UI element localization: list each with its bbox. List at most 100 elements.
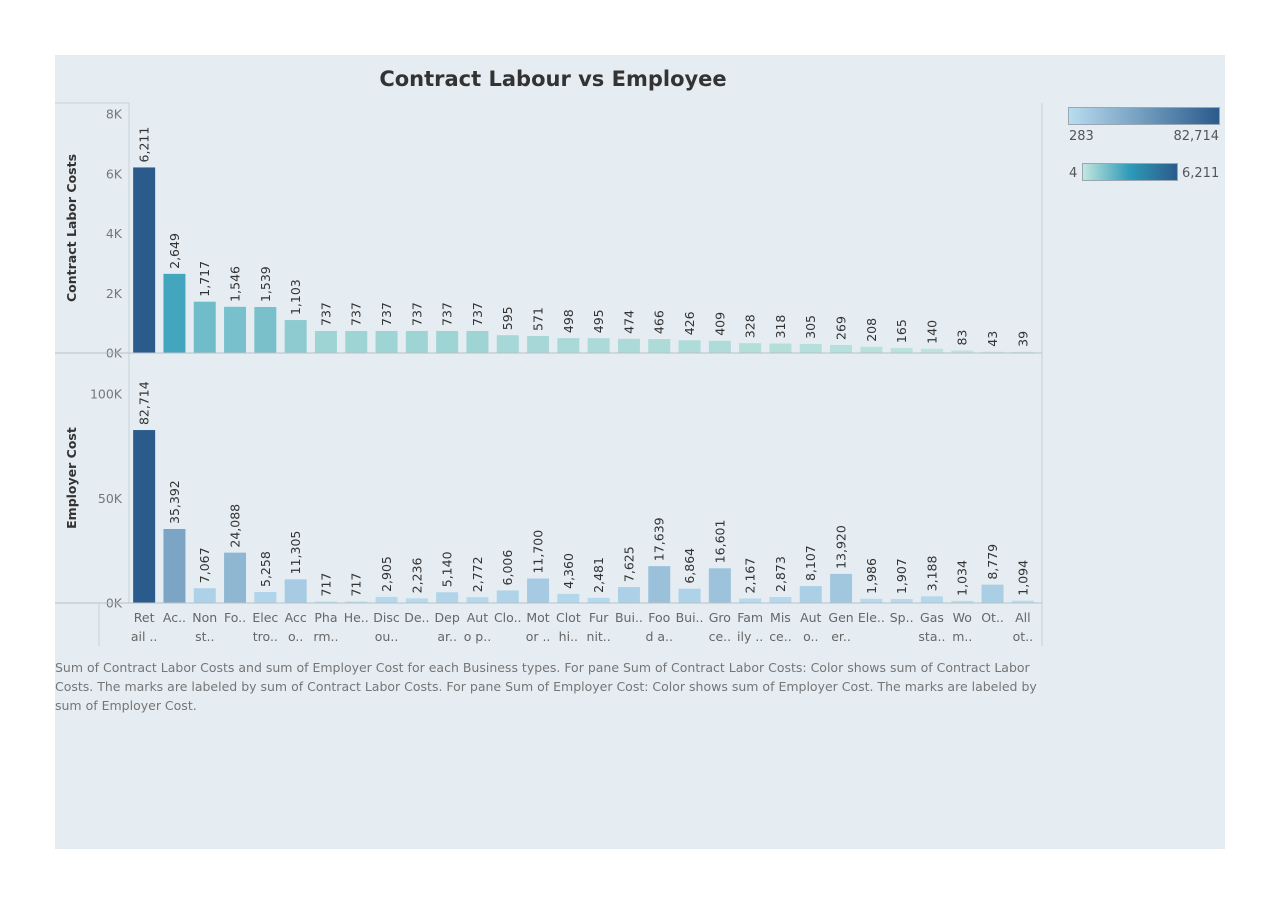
category-label: Gas: [920, 610, 944, 625]
employer-bar: [284, 579, 307, 603]
employer-data-label: 8,107: [803, 545, 818, 581]
contract-data-label: 1,546: [228, 266, 243, 302]
contract-y-axis-title: Contract Labor Costs: [64, 154, 79, 302]
contract-data-label: 737: [470, 302, 485, 326]
contract-bar: [527, 335, 550, 353]
contract-data-label: 498: [561, 309, 576, 333]
employer-bar: [375, 596, 398, 603]
category-label: Ac..: [163, 610, 186, 625]
contract-bar: [708, 340, 731, 353]
contract-bar: [739, 343, 762, 353]
contract-data-label: 208: [864, 318, 879, 342]
contract-bar: [284, 320, 307, 353]
category-label: Mis: [770, 610, 791, 625]
contract-data-label: 595: [500, 306, 515, 330]
contract-y-tick-label: 6K: [106, 166, 123, 181]
contract-bar: [769, 343, 792, 353]
category-label-line2: ily ..: [737, 629, 763, 644]
dashboard: [55, 55, 1225, 849]
employer-bar: [193, 588, 216, 603]
employer-bar: [557, 593, 580, 603]
category-label: Bui..: [676, 610, 704, 625]
category-label-line2: or ..: [526, 629, 551, 644]
employer-data-label: 16,601: [712, 520, 727, 564]
employer-legend-max-label: 82,714: [1173, 129, 1220, 144]
contract-data-label: 466: [652, 310, 667, 334]
contract-data-label: 43: [985, 331, 1000, 347]
employer-data-label: 7,625: [621, 546, 636, 582]
employer-data-label: 17,639: [652, 517, 667, 561]
contract-bar: [920, 348, 943, 353]
contract-bar: [1011, 351, 1034, 353]
employer-bar: [920, 596, 943, 603]
contract-data-label: 737: [379, 302, 394, 326]
category-label-line2: er..: [831, 629, 851, 644]
category-label-line2: st..: [195, 629, 214, 644]
category-label: Elec: [252, 610, 278, 625]
employer-data-label: 717: [318, 573, 333, 597]
contract-data-label: 737: [409, 302, 424, 326]
contract-data-label: 571: [531, 307, 546, 331]
employer-bar: [890, 599, 913, 603]
category-label-line2: sta..: [918, 629, 945, 644]
employer-cost-color-legend: [1068, 107, 1220, 125]
contract-data-label: 140: [924, 320, 939, 344]
employer-data-label: 2,905: [379, 556, 394, 592]
contract-bar: [890, 348, 913, 353]
employer-y-axis-title: Employer Cost: [64, 427, 79, 529]
employer-bar: [648, 566, 671, 603]
employer-bar: [1011, 600, 1034, 603]
employer-bar: [496, 590, 519, 603]
category-label-line2: m..: [952, 629, 972, 644]
category-label-line2: ou..: [375, 629, 399, 644]
employer-bar: [739, 598, 762, 603]
employer-y-tick-label: 100K: [90, 386, 123, 401]
employer-bar: [254, 592, 277, 603]
employer-data-label: 24,088: [228, 504, 243, 548]
category-label-line2: nit..: [587, 629, 611, 644]
employer-bar: [405, 598, 428, 603]
contract-bar: [133, 167, 156, 353]
employer-bar: [133, 430, 156, 603]
contract-data-label: 409: [712, 312, 727, 336]
employer-data-label: 1,986: [864, 558, 879, 594]
contract-bar: [254, 307, 277, 353]
employer-data-label: 2,772: [470, 556, 485, 592]
contract-data-label: 1,717: [197, 261, 212, 297]
employer-data-label: 11,700: [531, 530, 546, 574]
contract-data-label: 6,211: [137, 127, 152, 163]
category-label: All: [1015, 610, 1031, 625]
employer-data-label: 4,360: [561, 553, 576, 589]
employer-y-tick-label: 50K: [98, 491, 123, 506]
employer-data-label: 11,305: [288, 531, 303, 575]
category-label: Clot: [556, 610, 581, 625]
contract-bar: [224, 306, 247, 353]
category-label-line2: hi..: [559, 629, 578, 644]
contract-bar: [860, 346, 883, 353]
category-label: Bui..: [615, 610, 643, 625]
contract-legend-max-label: 6,211: [1182, 166, 1220, 181]
contract-bar: [951, 350, 974, 353]
employer-legend-min-label: 283: [1069, 129, 1094, 144]
contract-data-label: 737: [349, 302, 364, 326]
contract-data-label: 737: [318, 302, 333, 326]
category-label: Dep: [435, 610, 460, 625]
employer-bar: [617, 587, 640, 603]
contract-data-label: 305: [803, 315, 818, 339]
chart-caption: Sum of Contract Labor Costs and sum of E…: [55, 660, 1037, 713]
employer-data-label: 35,392: [167, 480, 182, 524]
contract-data-label: 328: [743, 314, 758, 338]
employer-bar: [708, 568, 731, 603]
employer-bar: [678, 588, 701, 603]
category-label: Wo: [953, 610, 972, 625]
employer-bar: [587, 597, 610, 603]
category-label: Disc: [373, 610, 400, 625]
contract-data-label: 165: [894, 319, 909, 343]
contract-data-label: 318: [773, 315, 788, 339]
employer-data-label: 2,236: [409, 557, 424, 593]
category-label: Ret: [134, 610, 155, 625]
employer-data-label: 82,714: [137, 381, 152, 425]
employer-data-label: 8,779: [985, 544, 1000, 580]
contract-bar: [405, 330, 428, 353]
